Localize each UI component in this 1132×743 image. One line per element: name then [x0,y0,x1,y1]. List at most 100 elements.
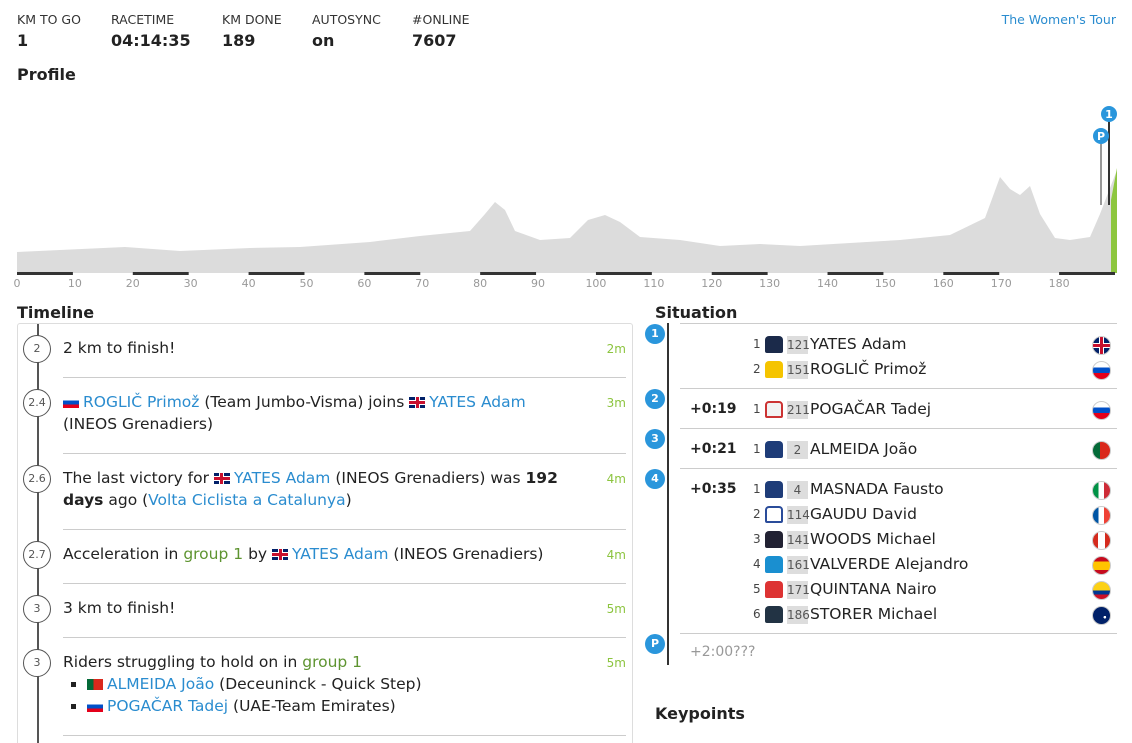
rider-position: 1 [753,482,761,496]
group: 4 +0:35 1 4 MASNADA Fausto 2 114 GAUDU David 3 14… [645,468,1117,633]
link[interactable]: ALMEIDA João [107,675,215,693]
km-badge: 2 [23,335,51,363]
rider-name: GAUDU David [810,505,917,523]
group-gap: +2:00??? [690,644,756,660]
country-flag [1092,336,1111,355]
link[interactable]: YATES Adam [292,545,389,563]
rider-position: 1 [753,337,761,351]
stat-value: 04:14:35 [111,31,191,50]
rider-name: STORER Michael [810,605,938,623]
item-text: 2 km to finish! [63,337,626,359]
country-flag [1092,401,1111,420]
bib-number: 186 [787,606,810,624]
marker-label: P [1097,130,1105,143]
link[interactable]: YATES Adam [233,469,331,487]
timeline-item: 3 3 km to finish! 5m [23,584,626,638]
x-tick-label: 170 [991,277,1012,290]
timeline-item: 2.4 ROGLIČ Primož (Team Jumbo-Visma) join… [23,378,626,454]
link[interactable]: POGAČAR Tadej [107,697,229,715]
x-tick-label: 20 [126,277,140,290]
rider-row: 6 186 STORER Michael [680,602,1117,627]
country-flag [1092,361,1111,380]
text: 3 km to finish! [63,599,176,617]
jersey [765,336,783,353]
profile-marker [1093,128,1109,144]
rider-position: 5 [753,582,761,596]
axis-band [480,272,537,275]
rider-name: ALMEIDA João [810,440,918,458]
flag [213,473,230,484]
group-marker: 4 [645,469,665,489]
bib-number: 141 [787,531,810,549]
timeline-item: 2.7 Acceleration in group 1 by YATES Adam… [23,530,626,584]
rider-row: 1 211 POGAČAR Tadej [680,397,1117,422]
jersey [765,531,783,548]
jersey [765,506,783,523]
country-flag [1092,531,1111,550]
x-tick-label: 150 [875,277,896,290]
situation-line [667,323,669,665]
axis-band [827,272,884,275]
rider-item: POGAČAR Tadej (UAE-Team Emirates) [87,695,578,717]
text: 2 km to finish! [63,339,176,357]
x-tick-label: 30 [184,277,198,290]
time-ago: 2m [606,342,626,356]
timeline-item: 3 Riders struggling to hold on in group 1… [23,638,626,736]
rider-position: 2 [753,507,761,521]
section-title: Profile [17,65,76,84]
stat: KM TO GO 1 [17,12,81,50]
group-marker: 3 [645,429,665,449]
axis-band [132,272,189,275]
rider-row: 1 4 MASNADA Fausto [680,477,1117,502]
text: (Team Jumbo-Visma) joins [204,393,405,411]
link[interactable]: Volta Ciclista a Catalunya [148,491,346,509]
country-flag [1092,481,1111,500]
rider-name: ROGLIČ Primož [810,360,927,378]
x-tick-label: 40 [242,277,256,290]
jersey [765,581,783,598]
x-tick-label: 90 [531,277,545,290]
jersey [765,556,783,573]
stat-value: 1 [17,31,29,50]
x-tick-label: 110 [643,277,664,290]
rider-name: QUINTANA Nairo [810,580,937,598]
jersey [765,361,783,378]
x-tick-label: 160 [933,277,954,290]
country-flag [1092,556,1111,575]
axis-band [1059,272,1115,275]
group-marker: 1 [645,324,665,344]
stat: #ONLINE 7607 [412,12,470,50]
x-tick-label: 50 [299,277,313,290]
flag [272,549,289,560]
x-tick-label: 100 [585,277,606,290]
time-ago: 5m [606,656,626,670]
race-link[interactable]: The Women's Tour [1001,12,1116,27]
link[interactable]: ROGLIČ Primož [83,393,200,411]
link[interactable]: YATES Adam [429,393,526,411]
text: ) [345,491,352,509]
group: 1 1 121 YATES Adam 2 151 ROGLIČ Primož [645,323,1117,388]
stat-label: KM TO GO [17,12,81,27]
bib-number: 2 [787,441,808,459]
text: (INEOS Grenadiers) [393,545,544,563]
bib-number: 4 [787,481,808,499]
bib-number: 211 [787,401,810,419]
text: (INEOS Grenadiers) [63,415,214,433]
group: 3 +0:21 1 2 ALMEIDA João [645,428,1117,468]
text: 192 days [63,469,558,509]
jersey [765,441,783,458]
jersey [765,481,783,498]
rider-position: 4 [753,557,761,571]
rider-row: 5 171 QUINTANA Nairo [680,577,1117,602]
rider-row: 4 161 VALVERDE Alejandro [680,552,1117,577]
group-gap: +0:35 [690,481,737,497]
timeline-item: 2 2 km to finish! 2m [23,324,626,378]
stat-label: AUTOSYNC [312,12,381,27]
rider-position: 1 [753,402,761,416]
profile-marker [1101,106,1117,122]
section-title: Timeline [17,303,95,322]
jersey [765,401,783,418]
jersey [765,606,783,623]
rider-item: ALMEIDA João (Deceuninck - Quick Step) [87,673,578,695]
km-badge: 2.6 [23,465,51,493]
